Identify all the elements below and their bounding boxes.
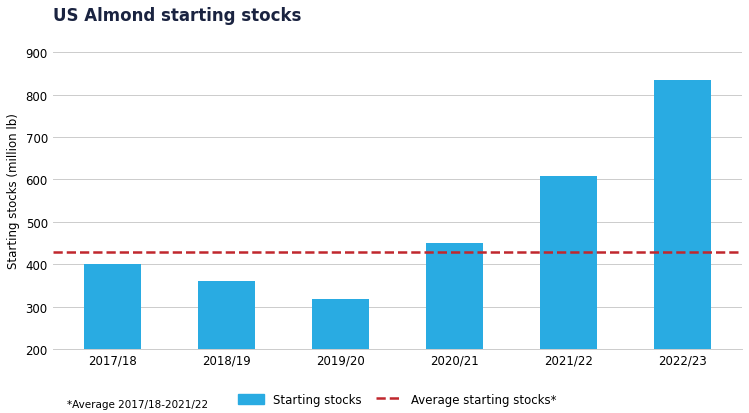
Legend: Starting stocks, Average starting stocks*: Starting stocks, Average starting stocks… <box>237 393 557 406</box>
Bar <box>198 281 255 349</box>
Bar <box>84 264 141 349</box>
Text: US Almond starting stocks: US Almond starting stocks <box>52 7 301 25</box>
Bar <box>654 81 711 349</box>
Bar <box>426 243 483 349</box>
Y-axis label: Starting stocks (million lb): Starting stocks (million lb) <box>7 113 20 268</box>
Bar <box>540 177 597 349</box>
Text: *Average 2017/18-2021/22: *Average 2017/18-2021/22 <box>67 399 208 409</box>
Bar <box>312 299 369 349</box>
